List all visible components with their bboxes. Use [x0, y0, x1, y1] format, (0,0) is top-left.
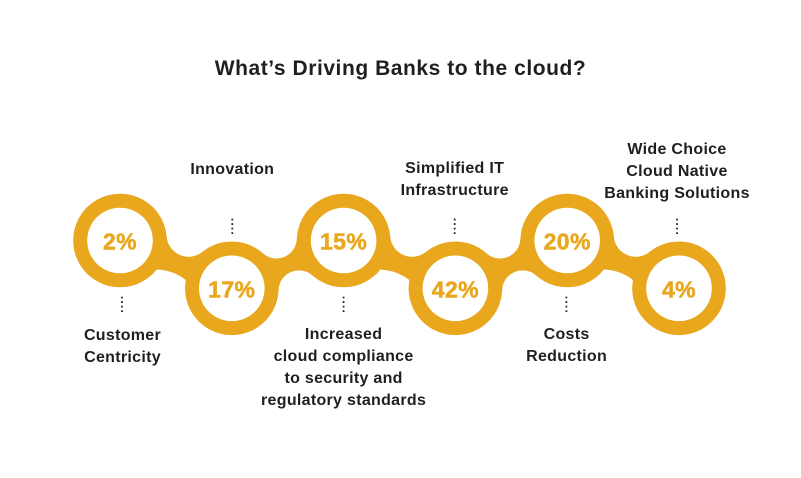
svg-text:4%: 4%	[662, 276, 696, 302]
svg-text:15%: 15%	[320, 229, 367, 255]
svg-text:42%: 42%	[432, 276, 479, 302]
svg-text:20%: 20%	[544, 229, 591, 255]
svg-text:2%: 2%	[103, 229, 137, 255]
svg-text:17%: 17%	[208, 276, 255, 302]
